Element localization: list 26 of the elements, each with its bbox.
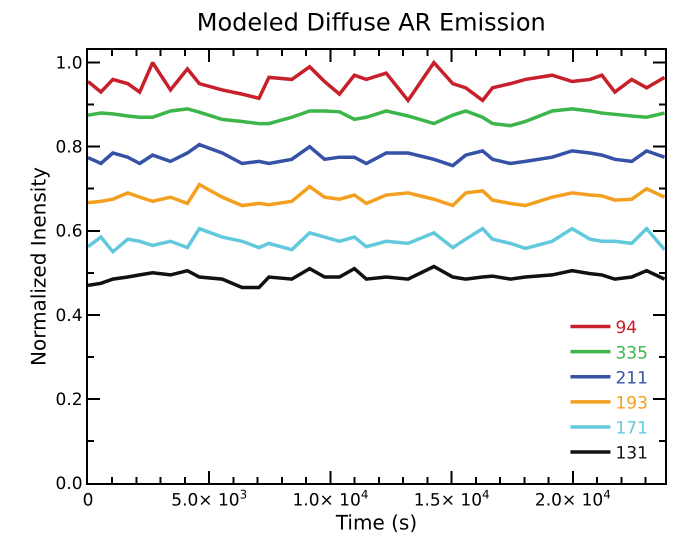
y-tick-label: 0.2: [56, 390, 83, 410]
legend-label: 94: [615, 318, 638, 338]
x-tick-label: 1.0× 10$^{4}$: [292, 487, 368, 510]
legend-label: 193: [615, 393, 648, 414]
chart-title: Modeled Diffuse AR Emission: [196, 8, 546, 37]
line-series: [88, 107, 665, 128]
x-tick-label: 0: [82, 490, 94, 510]
y-tick-label: 0.8: [56, 138, 83, 158]
y-axis-title: Normalized Inensity: [26, 166, 51, 366]
y-tick-label: 0.6: [56, 222, 83, 242]
y-tick-label: 0.0: [56, 474, 83, 494]
x-tick-label: 5.0× 10$^{3}$: [171, 487, 248, 510]
line-series: [88, 226, 665, 254]
line-series: [88, 142, 665, 168]
legend-label: 131: [615, 444, 648, 464]
line-series: [88, 264, 665, 290]
y-tick-label: 1.0: [56, 54, 83, 74]
line-series: [88, 182, 665, 208]
legend-label: 171: [615, 418, 648, 439]
x-tick-label: 2.0× 10$^{4}$: [534, 487, 611, 510]
x-axis-title: Time (s): [334, 510, 418, 534]
line-series: [88, 60, 665, 102]
legend-label: 335: [615, 343, 648, 364]
y-tick-label: 0.4: [56, 306, 83, 326]
legend-label: 211: [615, 368, 648, 388]
x-tick-label: 1.5× 10$^{4}$: [414, 487, 490, 510]
